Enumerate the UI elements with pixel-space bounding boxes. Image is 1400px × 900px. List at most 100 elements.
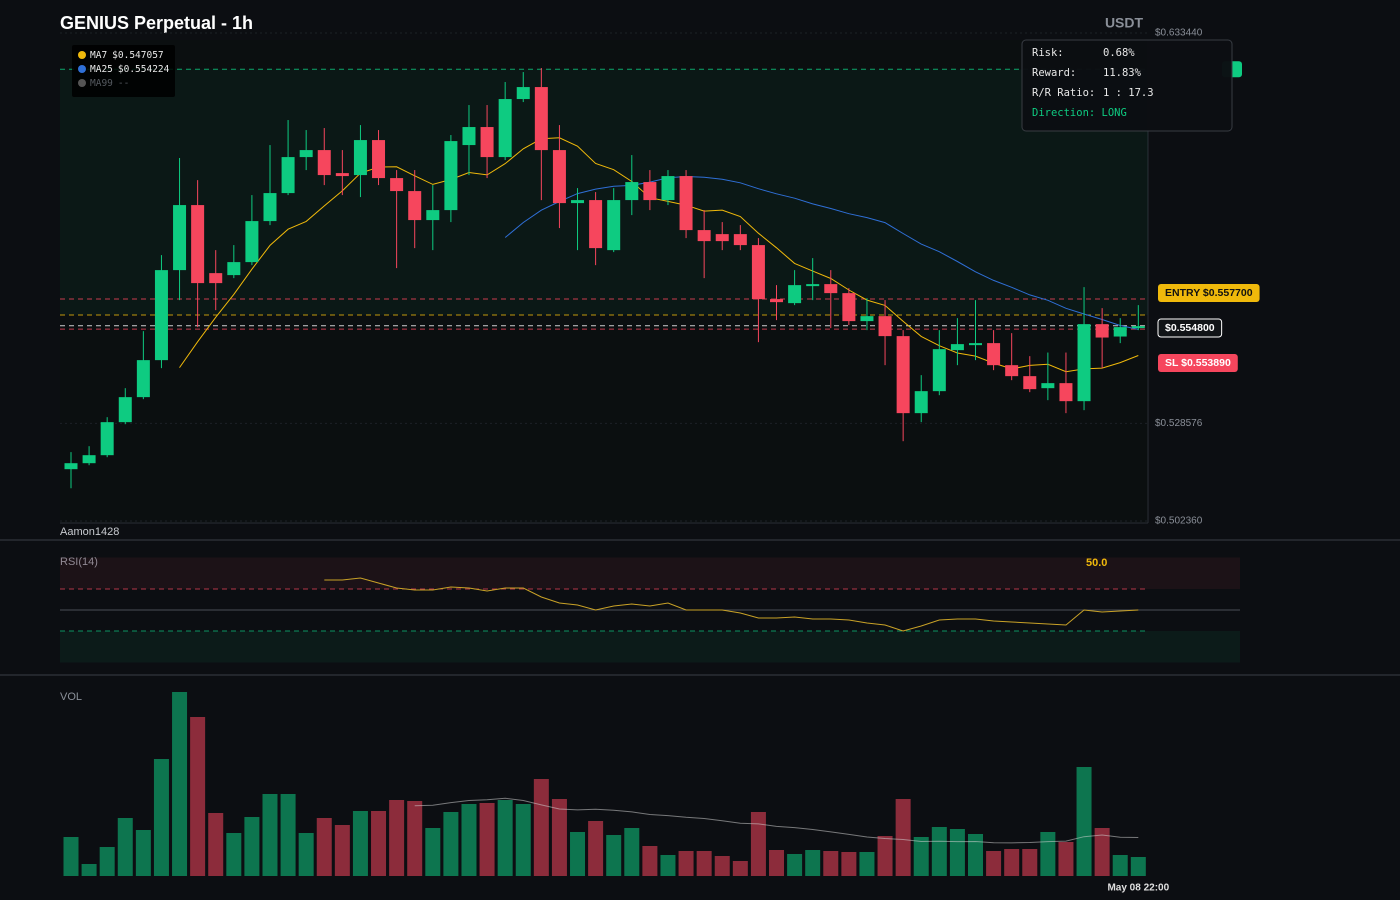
volume-bar <box>334 825 350 876</box>
volume-bar <box>1112 855 1128 876</box>
volume-bar <box>624 828 640 876</box>
level-tag <box>1158 284 1260 302</box>
candle-body <box>245 221 259 263</box>
volume-bar <box>443 812 459 876</box>
legend-name: MA99 <box>90 78 113 89</box>
candle-body <box>969 343 982 346</box>
volume-bar <box>497 800 513 876</box>
volume-bar <box>877 836 893 876</box>
volume-bar <box>280 794 296 876</box>
candle-body <box>589 200 603 249</box>
volume-bar <box>588 821 604 876</box>
rsi-overbought-zone <box>60 557 1240 589</box>
candle-body <box>932 349 946 392</box>
candle-body <box>100 422 114 456</box>
candle-body <box>426 210 440 221</box>
volume-bar <box>135 830 151 876</box>
candle-body <box>1095 324 1109 338</box>
candle-body <box>516 87 530 100</box>
candle-body <box>1077 324 1091 402</box>
volume-bar <box>787 854 803 876</box>
candle-body <box>462 127 476 146</box>
volume-bar <box>714 856 730 876</box>
level-label: ENTRY $0.557700 <box>1165 287 1253 299</box>
candle-body <box>335 173 349 177</box>
volume-bar <box>841 852 857 876</box>
volume-bar <box>1022 849 1038 876</box>
candle-body <box>118 397 132 423</box>
volume-bar <box>732 861 748 876</box>
volume-bar <box>1040 832 1056 876</box>
volume-bar <box>570 832 586 876</box>
candle-body <box>552 150 566 204</box>
volume-bar <box>262 794 278 876</box>
legend-value: $0.547057 <box>112 50 163 61</box>
volume-bar <box>172 692 188 876</box>
candle-body <box>390 178 404 192</box>
candle-body <box>697 230 711 242</box>
moving-average <box>179 137 1139 373</box>
candle-body <box>154 270 168 361</box>
level-label: SL $0.553890 <box>1165 357 1231 369</box>
candle-body <box>661 176 675 201</box>
volume-bar <box>244 817 260 876</box>
volume-bar <box>298 833 314 876</box>
volume-bar <box>968 834 983 876</box>
volume-bar <box>371 811 387 876</box>
volume-bar <box>117 818 133 876</box>
candle-body <box>1113 327 1127 337</box>
candle-body <box>643 182 657 201</box>
volume-bar <box>678 851 694 876</box>
candle-body <box>64 463 78 470</box>
candle-body <box>896 336 910 414</box>
x-tick-label: May 08 22:00 <box>1107 883 1169 894</box>
price-pane <box>60 40 1148 523</box>
volume-bar <box>913 837 929 876</box>
candle-body <box>1005 365 1019 377</box>
candle-body <box>914 391 928 414</box>
legend-dot <box>78 51 86 59</box>
candle-body <box>987 343 1001 366</box>
legend-box <box>72 45 175 97</box>
candle-body <box>317 150 331 176</box>
candle-body <box>1023 376 1037 390</box>
volume-bar <box>986 851 1002 876</box>
candle-body <box>824 284 838 294</box>
legend-value: $0.554224 <box>118 64 170 75</box>
candle-body <box>263 193 277 222</box>
legend-name: MA7 <box>90 50 107 61</box>
legend-entry: MA99 -- <box>90 78 129 89</box>
volume-bar <box>750 812 766 876</box>
legend-dot <box>78 79 86 87</box>
rsi-oversold-zone <box>60 631 1240 663</box>
volume-bar <box>1076 767 1092 876</box>
watermark: Aamon1428 <box>60 526 119 538</box>
legend-value: -- <box>118 78 129 89</box>
volume-bar <box>389 800 405 876</box>
volume-bar <box>895 799 911 876</box>
candle-body <box>878 316 892 337</box>
volume-bar <box>407 801 423 876</box>
volume-bar <box>515 804 531 876</box>
candle-body <box>625 182 639 201</box>
volume-bar <box>226 833 242 876</box>
candle-body <box>353 140 367 176</box>
candle-body <box>751 245 765 300</box>
candle-body <box>607 200 621 251</box>
level-label: $0.554800 <box>1165 322 1215 334</box>
legend-dot <box>78 65 86 73</box>
volume-bar <box>805 850 821 876</box>
candle-body <box>82 455 96 464</box>
volume-bar <box>316 818 332 876</box>
volume-bar <box>551 799 567 876</box>
chart-title: GENIUS Perpetual - 1h <box>60 13 253 33</box>
candle-body <box>408 191 422 221</box>
volume-bar <box>190 717 206 876</box>
level-tag <box>1157 318 1223 338</box>
rsi-current: 50.0 <box>1086 557 1107 569</box>
legend-entry: MA7 $0.547057 <box>90 50 164 61</box>
volume-title: VOL <box>60 691 82 703</box>
candle-body <box>806 284 820 287</box>
candle-body <box>1041 383 1055 389</box>
